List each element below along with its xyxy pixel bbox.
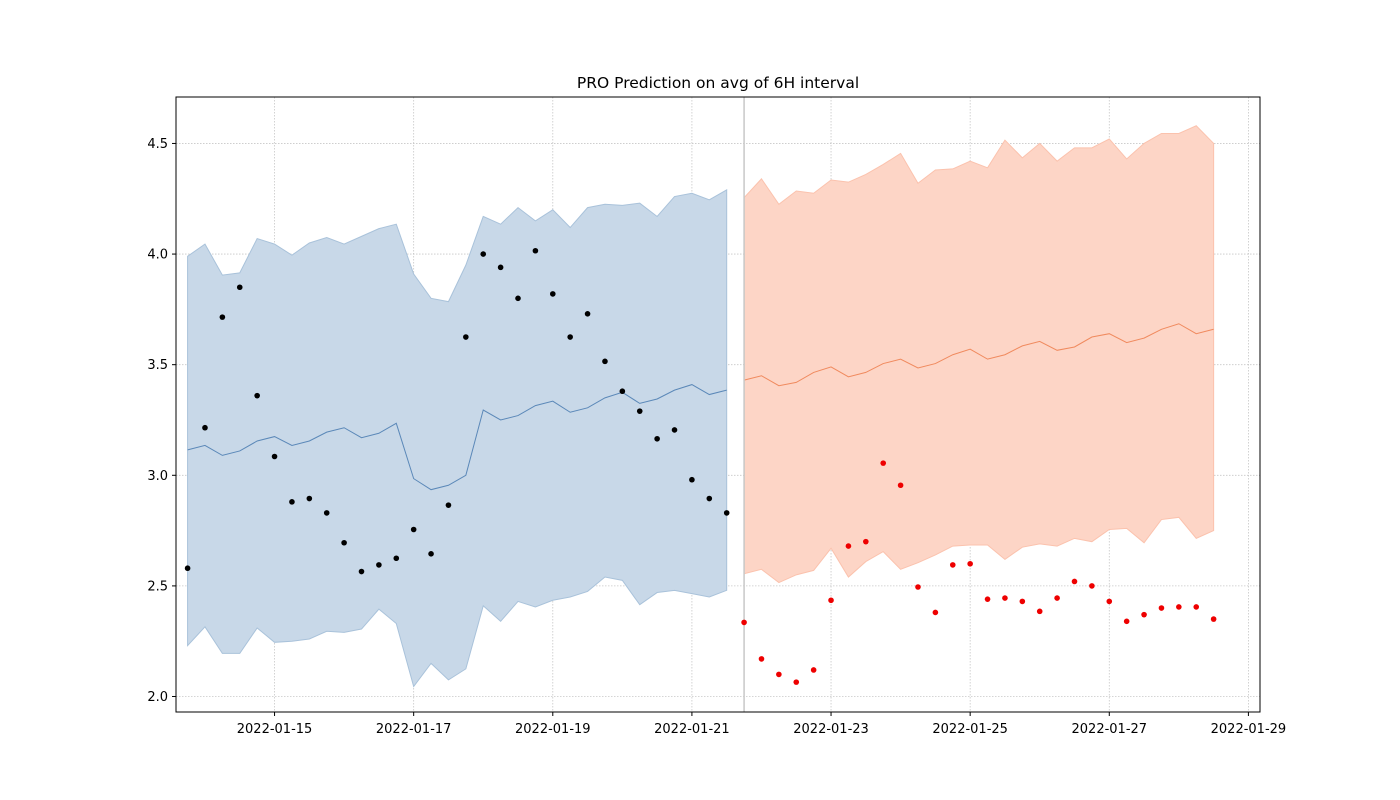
y-tick-label: 2.5 <box>147 579 168 594</box>
forecast-actual-point <box>1176 604 1182 610</box>
forecast-actual-point <box>1123 618 1130 625</box>
forecast-actual-point <box>949 562 956 568</box>
forecast-actual-point <box>984 596 991 602</box>
y-tick-label: 4.5 <box>147 137 168 152</box>
forecast-actual-point <box>776 671 782 678</box>
forecast-actual-point <box>915 584 921 590</box>
axis-ticks: 2022-01-15 2022-01-17 2022-01-19 2022-01-21… <box>147 137 1286 737</box>
x-tick-label: 2022-01-17 <box>376 722 452 737</box>
forecast-actual-point <box>1019 598 1026 605</box>
forecast-actual-point <box>810 667 817 673</box>
forecast-actual-point <box>1071 578 1078 585</box>
forecast-actual-point <box>741 619 747 626</box>
forecast-actual-point <box>845 543 852 549</box>
history-actual-point <box>602 358 608 365</box>
history-actual-point <box>271 453 278 460</box>
forecast-prediction-line <box>743 323 1214 387</box>
prediction-lines <box>187 97 1214 712</box>
x-tick-label: 2022-01-19 <box>515 722 591 737</box>
forecast-actual-point <box>967 560 973 567</box>
history-actual-point <box>567 334 573 340</box>
history-actual-point <box>393 555 400 562</box>
history-actual-point <box>497 264 504 271</box>
history-actual-point <box>689 476 695 483</box>
history-actual-point <box>445 502 452 508</box>
actual-points <box>184 247 1217 685</box>
history-actual-point <box>219 314 226 320</box>
forecast-actual-point <box>1141 611 1147 618</box>
y-tick-label: 3.0 <box>147 469 168 484</box>
x-tick-label: 2022-01-21 <box>654 722 730 737</box>
history-actual-point <box>636 408 643 414</box>
x-tick-label: 2022-01-23 <box>793 722 869 737</box>
forecast-actual-point <box>1054 595 1060 601</box>
history-actual-point <box>202 424 208 431</box>
forecast-actual-point <box>932 609 939 616</box>
forecast-actual-point <box>880 460 887 466</box>
axes-frame <box>175 96 1261 713</box>
history-actual-point <box>410 526 417 533</box>
forecast-actual-point <box>1002 595 1008 601</box>
history-actual-point <box>341 539 347 546</box>
forecast-actual-point <box>897 482 904 489</box>
history-actual-point <box>515 295 521 302</box>
forecast-actual-point <box>793 679 800 685</box>
forecast-actual-point <box>1036 608 1043 615</box>
forecast-actual-point <box>863 538 869 545</box>
y-tick-label: 3.5 <box>147 358 168 373</box>
y-tick-label: 4.0 <box>147 248 168 263</box>
history-actual-point <box>723 510 730 516</box>
x-tick-label: 2022-01-29 <box>1211 722 1287 737</box>
history-actual-point <box>254 392 260 399</box>
x-tick-label: 2022-01-15 <box>237 722 313 737</box>
x-tick-label: 2022-01-25 <box>932 722 1008 737</box>
history-actual-point <box>358 568 365 575</box>
forecast-actual-point <box>828 597 834 604</box>
history-actual-point <box>706 495 713 502</box>
history-actual-point <box>428 551 434 557</box>
forecast-actual-point <box>1106 598 1113 605</box>
history-actual-point <box>619 388 626 395</box>
history-prediction-line <box>187 384 727 491</box>
confidence-bands <box>187 125 1215 688</box>
history-actual-point <box>463 334 469 340</box>
history-confidence-band <box>187 189 728 688</box>
history-actual-point <box>532 247 539 254</box>
history-actual-point <box>184 565 191 572</box>
chart-title: PRO Prediction on avg of 6H interval <box>577 74 859 92</box>
forecast-actual-point <box>1210 616 1217 622</box>
history-actual-point <box>671 427 678 433</box>
history-actual-point <box>654 435 660 442</box>
history-actual-point <box>376 562 382 568</box>
history-actual-point <box>236 284 243 291</box>
history-actual-point <box>480 251 487 257</box>
y-tick-label: 2.0 <box>147 690 168 705</box>
x-tick-label: 2022-01-27 <box>1072 722 1148 737</box>
forecast-actual-point <box>1193 604 1200 610</box>
history-actual-point <box>584 311 591 317</box>
forecast-actual-point <box>1089 583 1095 589</box>
history-actual-point <box>306 495 313 502</box>
history-actual-point <box>323 510 330 516</box>
forecast-actual-point <box>1158 605 1165 611</box>
history-actual-point <box>549 291 556 297</box>
history-actual-point <box>289 499 295 505</box>
forecast-actual-point <box>758 656 765 662</box>
